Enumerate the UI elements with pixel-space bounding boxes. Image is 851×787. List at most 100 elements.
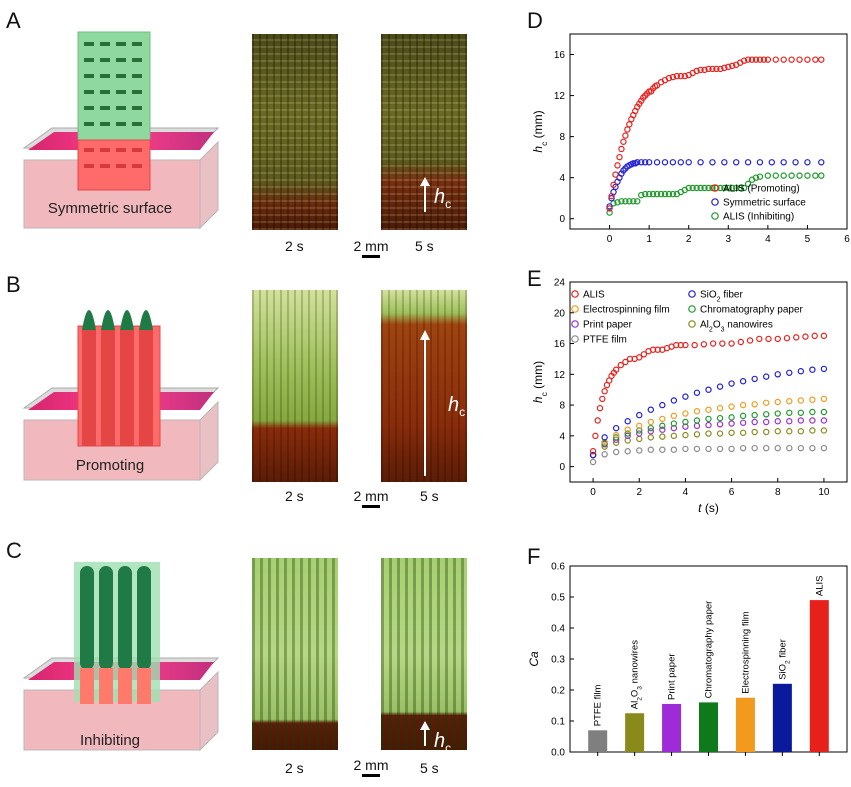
- panel-letter-a: A: [6, 8, 21, 33]
- x-tick-label: 2: [686, 234, 692, 245]
- data-point-D: [780, 159, 787, 166]
- x-tick-label: 6: [844, 234, 850, 245]
- data-point-E: [746, 337, 754, 344]
- data-point-E: [670, 432, 678, 440]
- data-point-D: [732, 159, 740, 166]
- data-point-D: [606, 205, 613, 212]
- data-point-D: [736, 184, 744, 192]
- data-point-D: [630, 198, 637, 205]
- time-c-2s: 2 s: [285, 760, 304, 776]
- data-point-E: [820, 444, 828, 452]
- data-point-D: [620, 138, 627, 145]
- data-point-E: [601, 388, 608, 395]
- data-point-D: [693, 67, 700, 75]
- panel-letter-d: D: [527, 8, 543, 33]
- data-point-E: [820, 427, 828, 434]
- data-point-E: [797, 409, 805, 416]
- x-tick-label: 4: [765, 234, 771, 245]
- data-point-E: [739, 412, 747, 420]
- chart-f: 0.0 0.1 0.2 0.3 0.4 0.5 0.6 Ca PTFE film Al2O3 na…: [527, 562, 848, 759]
- data-point-D: [756, 159, 764, 166]
- data-point-D: [721, 159, 728, 166]
- data-point-D: [665, 190, 673, 198]
- data-point-E: [802, 333, 809, 340]
- legend-marker: [688, 320, 696, 328]
- data-point-D: [705, 184, 712, 192]
- data-point-D: [649, 190, 657, 198]
- data-point-D: [634, 159, 641, 166]
- data-point-E: [728, 445, 735, 453]
- data-point-E: [693, 408, 701, 415]
- data-point-E: [659, 401, 666, 409]
- data-point-D: [641, 190, 649, 198]
- data-point-D: [673, 72, 681, 80]
- data-point-D: [756, 56, 764, 63]
- photo-c-2s: [252, 558, 338, 750]
- illustration-inhibiting: [22, 562, 220, 752]
- data-point-D: [721, 184, 728, 192]
- data-point-D: [760, 56, 768, 63]
- data-point-E: [820, 417, 828, 424]
- data-point-E: [705, 445, 712, 453]
- data-point-D: [788, 172, 795, 179]
- data-point-E: [670, 412, 678, 420]
- data-point-E: [786, 409, 793, 416]
- data-point-D: [610, 200, 617, 207]
- x-tick-label: 1: [646, 234, 652, 245]
- data-point-E: [647, 406, 654, 413]
- data-point-D: [653, 190, 661, 198]
- data-point-E: [612, 448, 620, 456]
- data-point-E: [739, 429, 747, 436]
- data-point-E: [765, 335, 772, 343]
- data-point-D: [752, 174, 760, 181]
- x-tick-label: 0: [590, 487, 596, 498]
- y-tick-label: 0.1: [551, 717, 565, 728]
- data-point-E: [647, 434, 654, 441]
- y-tick-label: 16: [554, 50, 566, 61]
- legend-marker: [688, 305, 696, 313]
- data-point-D: [618, 145, 625, 153]
- time-a-2s: 2 s: [285, 238, 304, 254]
- data-point-D: [661, 190, 669, 198]
- panel-letter-e: E: [527, 266, 542, 291]
- data-point-E: [670, 397, 678, 404]
- data-point-E: [594, 417, 601, 424]
- data-point-E: [797, 417, 805, 424]
- data-point-E: [728, 429, 735, 436]
- hc-label-a: hc: [434, 186, 452, 211]
- y-tick-label: 4: [559, 431, 565, 442]
- y-tick-label: 24: [554, 278, 566, 289]
- data-point-E: [763, 411, 770, 418]
- data-point-E: [820, 408, 828, 416]
- data-point-E: [763, 399, 770, 406]
- bar-2: [662, 703, 682, 752]
- data-point-E: [682, 410, 689, 417]
- panel-letter-f: F: [527, 544, 541, 569]
- data-point-D: [612, 171, 619, 178]
- data-point-D: [756, 173, 764, 180]
- data-point-D: [681, 72, 688, 80]
- data-point-D: [792, 159, 799, 166]
- data-point-D: [624, 126, 631, 133]
- photo-b-2s: [252, 290, 338, 482]
- data-point-E: [709, 340, 717, 347]
- data-point-E: [693, 431, 701, 438]
- data-point-D: [697, 184, 704, 192]
- data-point-E: [705, 421, 712, 429]
- y-tick-label: 0.2: [551, 686, 565, 697]
- data-point-E: [737, 338, 745, 346]
- data-point-D: [780, 172, 787, 179]
- data-point-D: [740, 57, 748, 64]
- data-point-D: [661, 159, 669, 166]
- data-point-E: [617, 361, 624, 369]
- y-tick-label: 0.3: [551, 655, 565, 666]
- data-point-D: [780, 56, 787, 63]
- data-point-D: [725, 184, 732, 192]
- x-tick-label: 2: [636, 487, 642, 498]
- label-inhibiting: Inhibiting: [79, 732, 141, 749]
- scale-label-b: 2 mm: [353, 488, 389, 504]
- bar-1: [625, 713, 645, 752]
- y-tick-label: 0: [559, 462, 565, 473]
- y-tick-label: 0.0: [551, 748, 565, 759]
